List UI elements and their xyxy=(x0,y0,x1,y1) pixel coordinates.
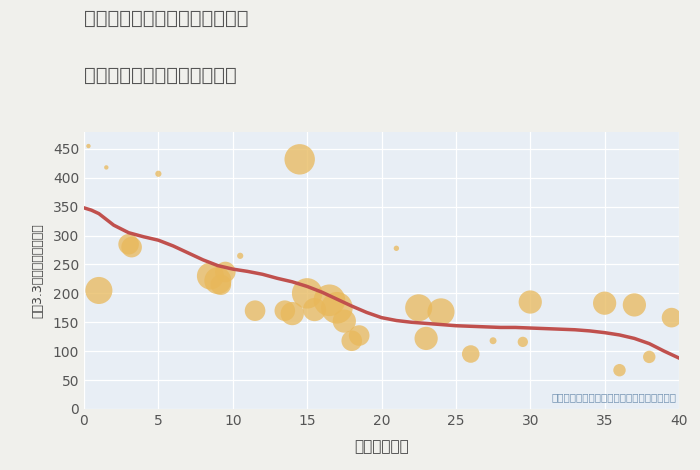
Y-axis label: 坪（3.3㎡）単価（万円）: 坪（3.3㎡）単価（万円） xyxy=(32,223,44,318)
X-axis label: 築年数（年）: 築年数（年） xyxy=(354,439,409,454)
Point xyxy=(126,243,137,251)
Point xyxy=(220,268,231,276)
Point xyxy=(391,244,402,252)
Point xyxy=(249,307,260,314)
Point xyxy=(354,332,365,339)
Point xyxy=(294,156,305,163)
Point xyxy=(525,298,536,306)
Point xyxy=(212,277,223,284)
Point xyxy=(666,314,677,321)
Point xyxy=(421,335,432,342)
Point xyxy=(83,142,94,150)
Point xyxy=(599,299,610,307)
Point xyxy=(216,281,227,289)
Text: 神奈川県横浜市中区根岸加曽台: 神奈川県横浜市中区根岸加曽台 xyxy=(84,9,248,28)
Text: 円の大きさは、取引のあった物件面積を示す: 円の大きさは、取引のあった物件面積を示す xyxy=(551,392,676,402)
Point xyxy=(465,350,476,358)
Point xyxy=(487,337,498,345)
Point xyxy=(123,241,134,248)
Point xyxy=(339,317,350,325)
Point xyxy=(279,307,290,314)
Point xyxy=(346,337,357,345)
Point xyxy=(644,353,655,360)
Point xyxy=(614,367,625,374)
Point xyxy=(309,306,320,313)
Point xyxy=(331,304,342,312)
Point xyxy=(324,297,335,304)
Point xyxy=(629,301,640,309)
Point xyxy=(93,287,104,294)
Point xyxy=(435,308,447,316)
Point xyxy=(287,310,298,317)
Point xyxy=(234,252,246,259)
Point xyxy=(205,272,216,280)
Text: 築年数別中古マンション価格: 築年数別中古マンション価格 xyxy=(84,66,237,85)
Point xyxy=(413,304,424,312)
Point xyxy=(101,164,112,171)
Point xyxy=(153,170,164,178)
Point xyxy=(517,338,528,345)
Point xyxy=(302,290,313,297)
